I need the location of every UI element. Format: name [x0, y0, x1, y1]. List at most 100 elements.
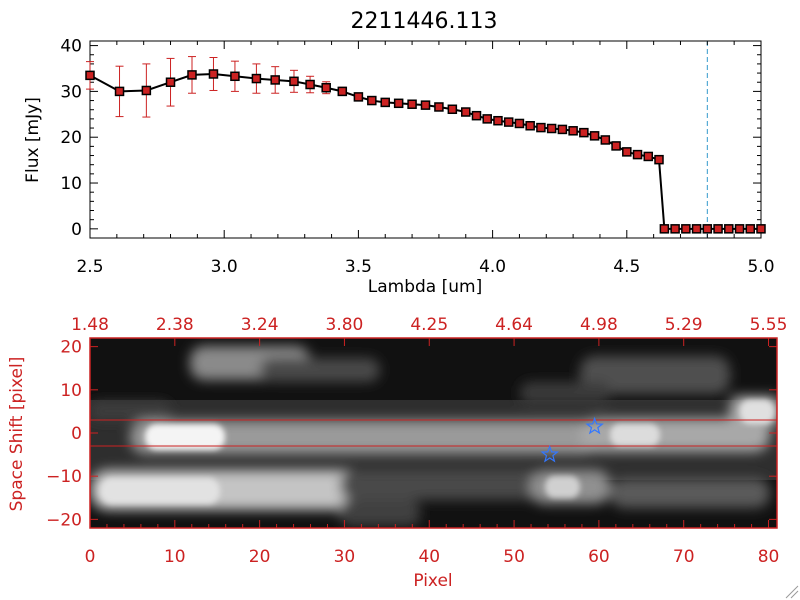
- data-point-marker: [681, 224, 691, 234]
- bottom-y-tick-label: −10: [46, 467, 82, 487]
- spectrum-plot: 2.5 3.0 3.5 4.0 4.5 5.0 0 10 20 30 40: [60, 37, 774, 277]
- data-point-marker: [305, 79, 315, 90]
- data-point-marker: [114, 86, 125, 97]
- data-point-marker: [493, 115, 503, 126]
- top-y-tick-label: 0: [71, 220, 82, 240]
- bottom-x-tick-label: 30: [334, 547, 356, 567]
- top-y-axis-label: Flux [mJy]: [23, 97, 43, 183]
- top-error-bars: [86, 56, 664, 162]
- data-point-marker: [420, 100, 431, 110]
- data-point-marker: [745, 224, 756, 234]
- top-y-ticks: 0 10 20 30 40: [60, 37, 761, 240]
- bottom-x-axis-label: Pixel: [413, 571, 452, 591]
- bottom-y-tick-label: 10: [60, 381, 82, 401]
- data-point-marker: [702, 224, 713, 234]
- data-point-marker: [713, 224, 723, 234]
- data-point-marker: [230, 71, 240, 82]
- data-point-marker: [734, 224, 745, 234]
- data-point-marker: [482, 114, 492, 124]
- bottom-y-tick-label: 20: [60, 338, 82, 358]
- bottom-top-tick-label: 5.29: [665, 315, 703, 335]
- bottom-x-tick-label: 10: [164, 547, 186, 567]
- bottom-x-tick-label: 40: [418, 547, 440, 567]
- data-point-marker: [353, 92, 364, 102]
- bottom-x-tick-label: 50: [503, 547, 525, 567]
- bottom-top-tick-label: 5.55: [750, 315, 788, 335]
- data-point-marker: [589, 131, 600, 141]
- data-point-marker: [632, 149, 643, 160]
- data-point-marker: [434, 102, 444, 112]
- bottom-x-tick-label: 70: [673, 547, 695, 567]
- data-point-marker: [568, 126, 578, 136]
- top-markers: [85, 69, 766, 234]
- data-point-marker: [536, 122, 546, 133]
- data-point-marker: [691, 224, 702, 234]
- data-point-marker: [514, 118, 525, 129]
- data-point-marker: [447, 104, 458, 115]
- image-highlights: [100, 400, 774, 504]
- top-plot-frame: [89, 40, 762, 239]
- bottom-x-tick-label: 0: [85, 547, 96, 567]
- top-y-tick-label: 40: [60, 37, 82, 57]
- top-x-tick-label: 4.0: [479, 257, 506, 277]
- top-y-tick-label: 30: [60, 82, 82, 102]
- data-point-marker: [141, 85, 152, 96]
- star-marker-icon: [585, 416, 604, 435]
- data-point-marker: [187, 70, 197, 80]
- data-point-marker: [289, 76, 299, 87]
- data-point-marker: [407, 99, 417, 109]
- spectrum-line: [89, 72, 761, 230]
- data-point-marker: [622, 147, 632, 157]
- spectral-image-plot: 0 10 20 30 40 50 60 70 80 −20 −10 0 10 20 1.48 2.38 3.…: [46, 315, 787, 567]
- data-point-marker: [579, 127, 589, 138]
- data-point-marker: [270, 75, 280, 85]
- top-x-tick-label: 3.5: [345, 257, 372, 277]
- bottom-y-tick-label: −20: [46, 510, 82, 530]
- data-point-marker: [546, 123, 557, 134]
- data-point-marker: [724, 224, 734, 234]
- data-point-marker: [611, 141, 621, 151]
- data-point-marker: [337, 86, 348, 97]
- data-point-marker: [208, 69, 219, 79]
- top-x-axis-label: Lambda [um]: [368, 277, 482, 297]
- data-point-marker: [557, 124, 568, 135]
- data-point-marker: [367, 95, 377, 106]
- bottom-y-axis-label: Space Shift [pixel]: [7, 357, 27, 512]
- bottom-top-tick-label: 2.38: [156, 315, 194, 335]
- data-point-marker: [654, 154, 664, 165]
- bottom-x-ticks: 0 10 20 30 40 50 60 70 80: [85, 520, 780, 567]
- bottom-slit-lines: [90, 419, 777, 447]
- bottom-top-tick-label: 4.98: [580, 315, 618, 335]
- data-point-marker: [251, 73, 262, 84]
- bottom-top-tick-label: 3.80: [326, 315, 364, 335]
- bottom-top-wavelength-ticks: 1.48 2.38 3.24 3.80 4.25 4.64 4.98 5.29 5.55: [71, 315, 787, 346]
- data-point-marker: [321, 82, 331, 93]
- top-x-tick-label: 2.5: [76, 257, 103, 277]
- bottom-top-tick-label: 4.64: [495, 315, 533, 335]
- data-point-marker: [461, 107, 471, 117]
- bottom-x-tick-label: 80: [758, 547, 780, 567]
- data-point-marker: [503, 117, 514, 127]
- top-x-tick-label: 4.5: [613, 257, 640, 277]
- data-point-marker: [643, 151, 654, 162]
- top-chart-title: 2211446.113: [351, 9, 498, 34]
- data-point-marker: [471, 110, 482, 121]
- bottom-top-tick-label: 4.25: [410, 315, 448, 335]
- data-point-marker: [165, 77, 176, 87]
- top-y-tick-label: 10: [60, 174, 82, 194]
- data-point-marker: [525, 121, 535, 131]
- data-point-marker: [393, 98, 404, 109]
- top-x-ticks: 2.5 3.0 3.5 4.0 4.5 5.0: [76, 41, 775, 277]
- data-point-marker: [659, 224, 670, 234]
- data-point-marker: [85, 70, 95, 81]
- star-marker-icon: [540, 444, 559, 463]
- top-y-tick-label: 20: [60, 128, 82, 148]
- resize-grip-icon[interactable]: [785, 585, 799, 599]
- spectral-image: [90, 338, 777, 528]
- top-x-tick-label: 5.0: [747, 257, 774, 277]
- data-point-marker: [670, 224, 680, 234]
- bottom-x-tick-label: 60: [588, 547, 610, 567]
- data-point-marker: [380, 97, 390, 108]
- bottom-top-tick-label: 3.24: [241, 315, 279, 335]
